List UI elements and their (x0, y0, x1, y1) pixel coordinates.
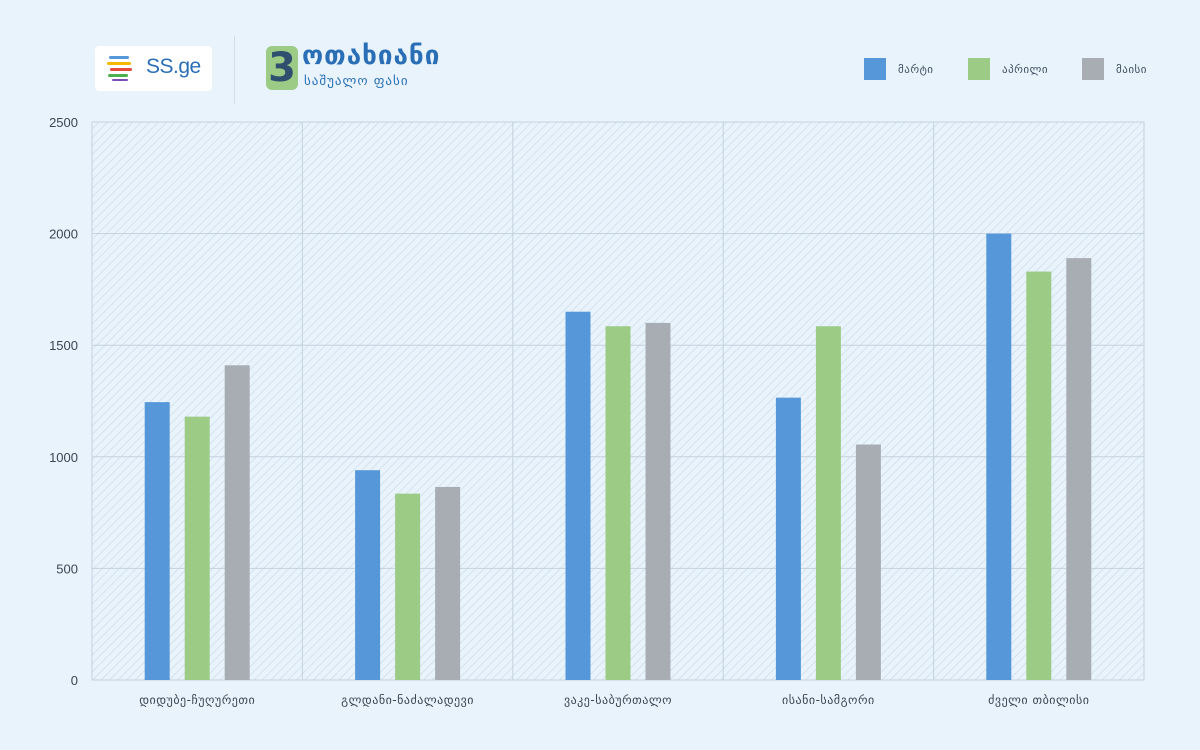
page-title: ოთახიანი (302, 41, 441, 71)
legend-swatch-april (968, 58, 990, 80)
y-tick-label: 500 (56, 561, 78, 576)
bar-april-2 (605, 326, 631, 680)
legend-label-march: მარტი (898, 62, 934, 76)
bar-may-0 (224, 365, 250, 680)
ss-ge-logo-icon (107, 56, 132, 81)
x-tick-label: ძველი თბილისი (988, 693, 1089, 707)
bar-may-2 (645, 322, 671, 680)
y-tick-label: 0 (71, 673, 78, 688)
y-tick-label: 1500 (49, 338, 78, 353)
bar-march-0 (144, 402, 170, 680)
bar-march-2 (565, 311, 591, 680)
x-tick-label: გლდანი-ნაძალადევი (341, 693, 474, 707)
bar-april-1 (395, 493, 421, 680)
bar-may-4 (1066, 258, 1092, 680)
bar-april-3 (815, 326, 841, 680)
y-tick-label: 2500 (49, 115, 78, 130)
bar-may-3 (855, 444, 881, 680)
y-tick-label: 2000 (49, 227, 78, 242)
y-tick-label: 1000 (49, 450, 78, 465)
logo-text: SS.ge (146, 55, 201, 78)
bar-march-4 (986, 233, 1012, 680)
legend-label-april: აპრილი (1002, 62, 1049, 76)
x-tick-label: დიდუბე-ჩუღურეთი (139, 693, 255, 707)
bar-march-3 (775, 397, 801, 680)
bar-april-0 (184, 416, 210, 680)
header-divider (234, 36, 235, 104)
x-tick-label: ისანი-სამგორი (782, 693, 875, 707)
legend-item-march: მარტი (864, 58, 933, 80)
rooms-number-badge: 3 (266, 46, 298, 90)
page-subtitle: საშუალო ფასი (304, 74, 409, 89)
legend-label-may: მაისი (1116, 62, 1147, 76)
bar-april-4 (1026, 271, 1052, 680)
legend-swatch-march (864, 58, 886, 80)
chart-legend: მარტი აპრილი მაისი (864, 58, 1164, 82)
bar-may-1 (435, 486, 461, 680)
bar-march-1 (355, 470, 381, 680)
ss-ge-logo[interactable]: SS.ge (95, 46, 212, 91)
x-tick-label: ვაკე-საბურთალო (564, 693, 672, 707)
legend-item-april: აპრილი (968, 58, 1048, 80)
legend-swatch-may (1082, 58, 1104, 80)
legend-item-may: მაისი (1082, 58, 1147, 80)
